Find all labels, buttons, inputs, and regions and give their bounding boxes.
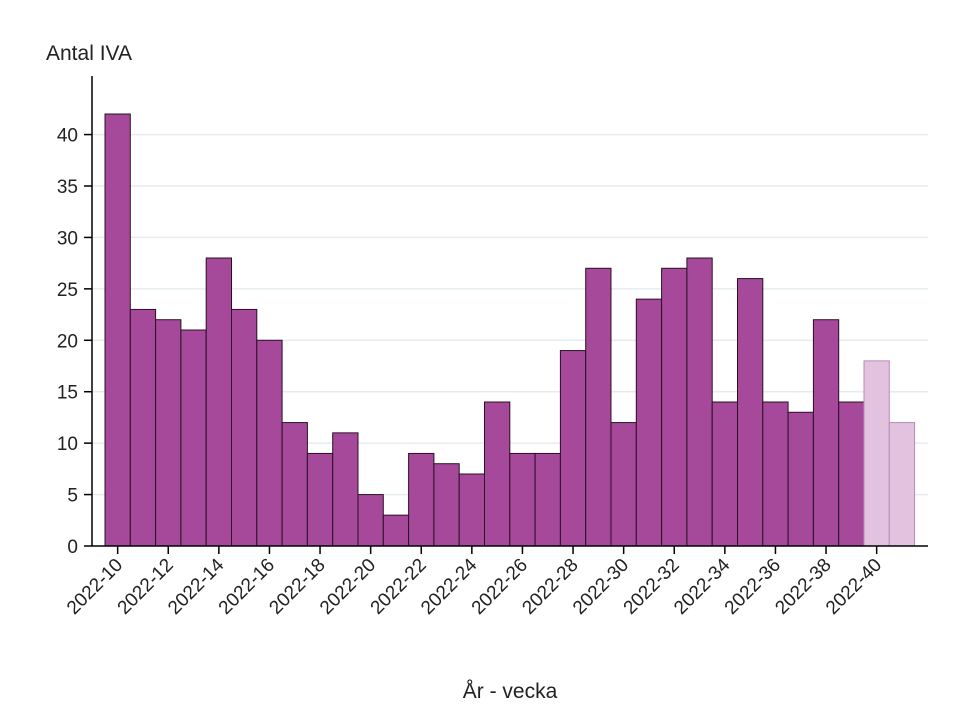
bar — [787, 411, 814, 547]
bar — [585, 267, 612, 547]
y-axis-title: Antal IVA — [46, 42, 132, 65]
x-ticks: 2022-102022-122022-142022-162022-182022-… — [63, 546, 886, 619]
axes — [91, 76, 928, 547]
bars — [104, 113, 916, 547]
y-tick-label: 40 — [57, 126, 78, 147]
bar — [509, 452, 536, 547]
y-tick-label: 30 — [57, 228, 78, 249]
bar — [205, 257, 232, 547]
bar — [711, 401, 739, 547]
y-tick-label: 25 — [57, 280, 78, 301]
bar — [104, 113, 131, 547]
bar — [762, 401, 789, 547]
bar — [737, 278, 764, 547]
x-axis-title: År - vecka — [463, 680, 558, 703]
y-tick-label: 35 — [57, 177, 78, 198]
bar — [661, 267, 688, 547]
bar — [129, 308, 157, 547]
bar — [838, 401, 865, 547]
y-ticks: 0 5 10 15 20 25 30 35 40 — [57, 126, 92, 558]
y-tick-label: 15 — [57, 383, 78, 404]
bar — [888, 422, 916, 547]
x-tick-label: 2022-40 — [822, 555, 886, 619]
bar — [458, 473, 486, 547]
y-tick-label: 20 — [57, 331, 78, 352]
bar — [408, 452, 435, 547]
bar — [812, 319, 840, 547]
bar — [863, 360, 890, 547]
bar — [155, 319, 182, 547]
bar — [306, 452, 334, 547]
bar — [534, 452, 561, 547]
bar — [382, 514, 410, 547]
bar — [332, 432, 359, 547]
bar — [281, 422, 308, 547]
y-tick-label: 0 — [67, 537, 78, 558]
bar — [256, 339, 283, 547]
bar — [686, 257, 713, 547]
bar — [433, 463, 460, 547]
y-tick-label: 5 — [67, 486, 78, 507]
y-tick-label: 10 — [57, 434, 78, 455]
bar — [231, 308, 258, 547]
bar — [180, 329, 207, 547]
bar — [635, 298, 663, 547]
bar — [357, 494, 384, 547]
bar — [559, 350, 587, 547]
bar — [484, 401, 511, 547]
bar — [610, 422, 637, 547]
